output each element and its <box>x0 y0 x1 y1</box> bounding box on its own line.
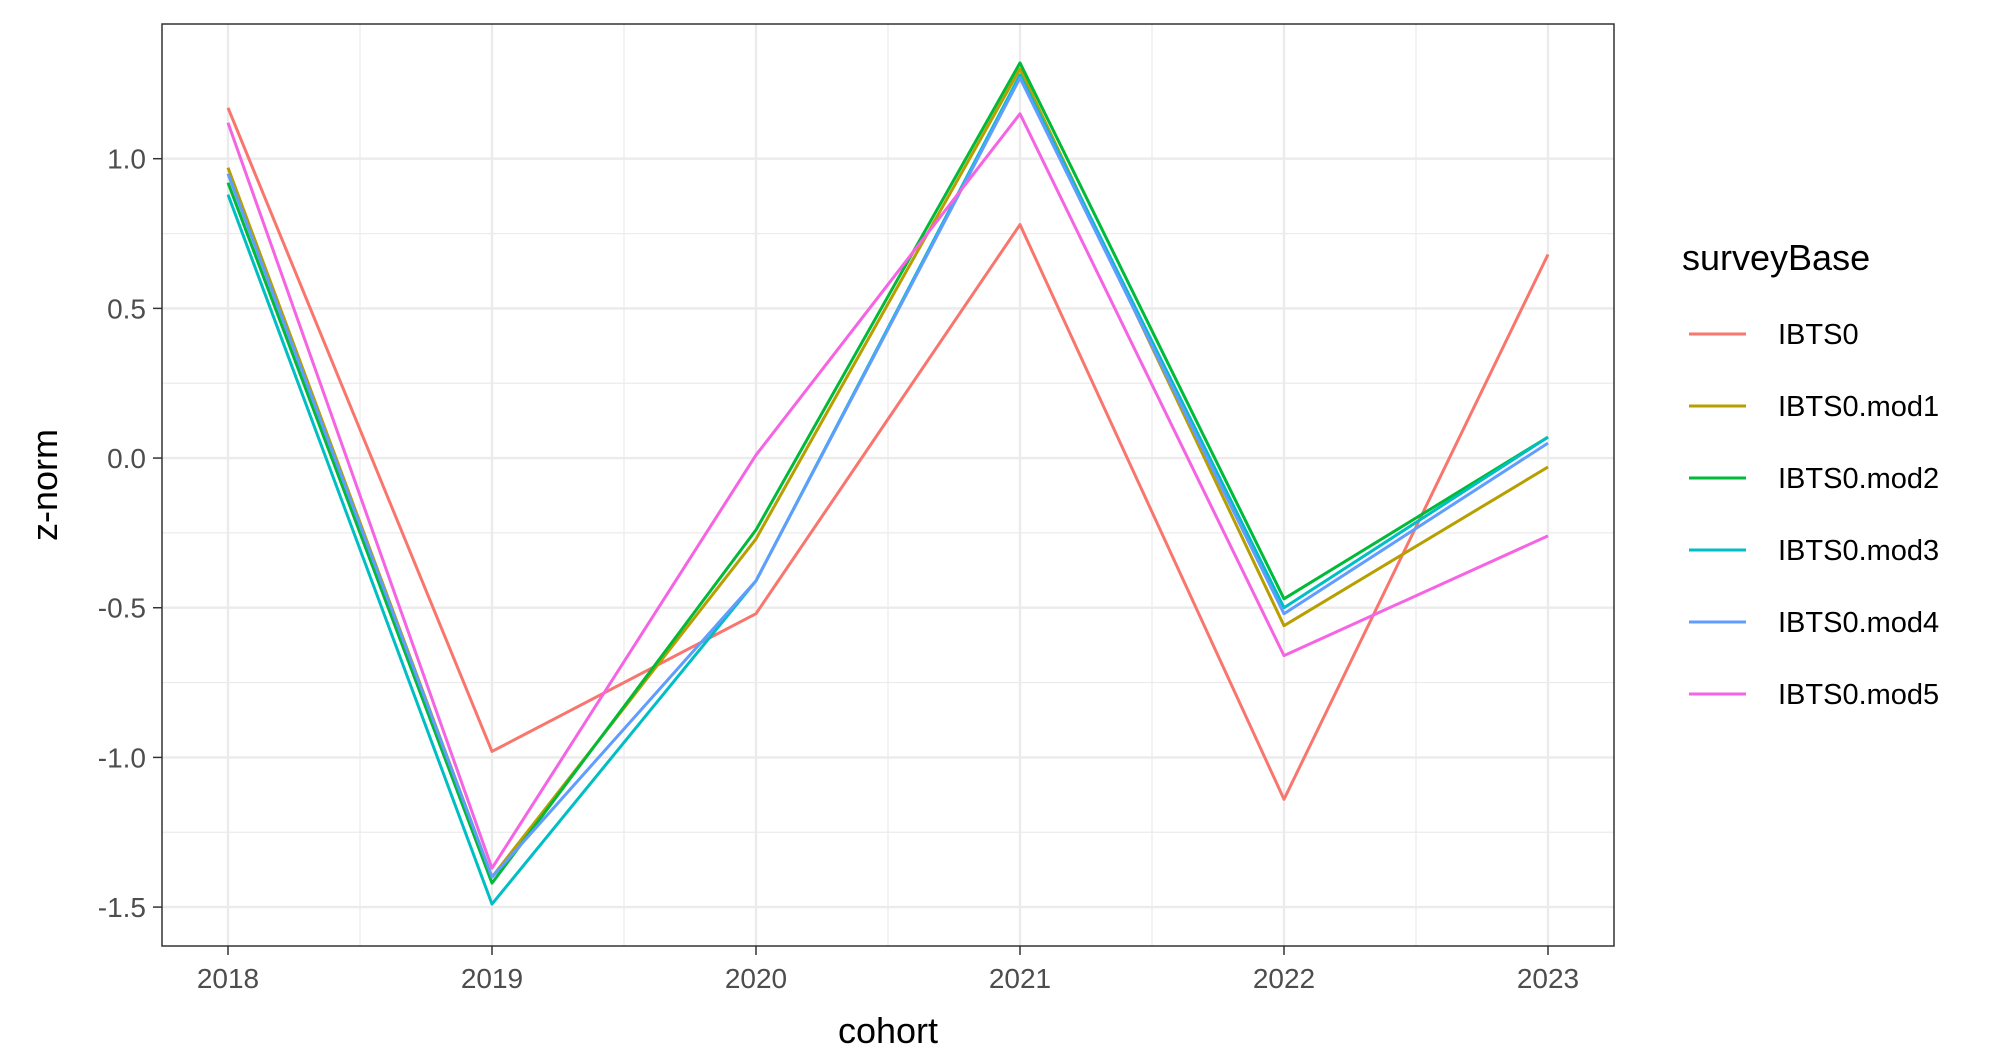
series-line-ibts0 <box>226 107 1550 801</box>
series-lines <box>226 61 1550 906</box>
y-tick-label: 0.0 <box>107 443 146 474</box>
legend-label: IBTS0.mod3 <box>1778 535 1939 567</box>
x-tick-label: 2022 <box>1253 963 1315 994</box>
series-line-ibts0-mod4 <box>226 76 1549 879</box>
plot-panel-border <box>161 23 1615 947</box>
x-tick-label: 2020 <box>725 963 787 994</box>
x-tick-label: 2021 <box>989 963 1051 994</box>
x-axis-title: cohort <box>838 1010 938 1051</box>
legend-label: IBTS0 <box>1778 319 1859 351</box>
y-tick-label: -0.5 <box>98 593 146 624</box>
legend: surveyBase IBTS0 IBTS0.mod1 IBTS0.mod2 IBTS… <box>1682 237 1939 711</box>
y-axis: -1.5 -1.0 -0.5 0.0 0.5 1.0 <box>98 144 162 923</box>
series-line-ibts0-mod2 <box>226 61 1549 885</box>
legend-label: IBTS0.mod5 <box>1778 679 1939 711</box>
series-line-ibts0-mod5 <box>226 112 1549 870</box>
major-gridlines <box>162 24 1614 946</box>
y-tick-label: 1.0 <box>107 144 146 175</box>
y-tick-label: -1.0 <box>98 742 146 773</box>
x-axis: 2018 2019 2020 2021 2022 2023 <box>197 946 1579 994</box>
minor-gridlines <box>162 24 1614 946</box>
legend-label: IBTS0.mod4 <box>1778 607 1939 639</box>
y-tick-label: 0.5 <box>107 293 146 324</box>
x-tick-label: 2018 <box>197 963 259 994</box>
y-tick-label: -1.5 <box>98 892 146 923</box>
x-tick-label: 2023 <box>1517 963 1579 994</box>
x-tick-label: 2019 <box>461 963 523 994</box>
legend-label: IBTS0.mod1 <box>1778 391 1939 423</box>
legend-title: surveyBase <box>1682 237 1870 278</box>
legend-label: IBTS0.mod2 <box>1778 463 1939 495</box>
y-axis-title: z-norm <box>24 429 65 541</box>
